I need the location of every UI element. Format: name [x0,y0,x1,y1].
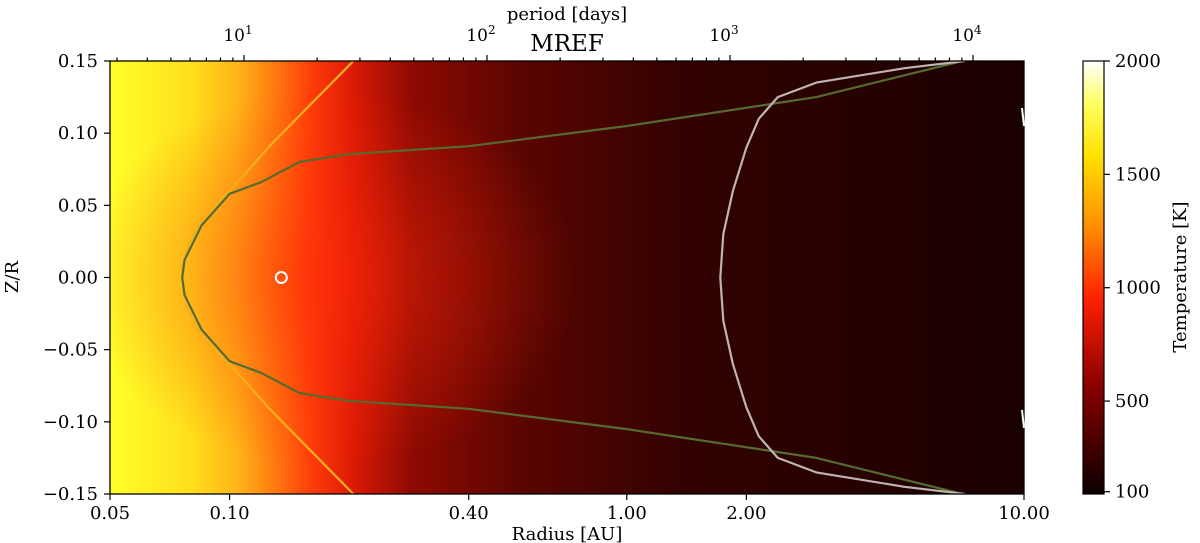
edge-mark [1021,107,1025,127]
y-tick-label: 0.05 [58,195,98,216]
colorbar-tick-label: 1500 [1115,164,1161,185]
top-axis-label: period [days] [507,4,627,25]
y-axis-label: Z/R [2,260,23,293]
warm-region [110,87,580,468]
y-tick-label: 0.00 [58,268,98,289]
x-tick-label: 10.00 [998,503,1050,524]
x-tick-label: 0.40 [449,503,489,524]
x-tick-label: 0.10 [210,503,250,524]
x-axis-ticks: 0.05 0.10 0.40 1.00 2.00 10.00 [90,494,1050,524]
colorbar-tick-label: 1000 [1115,278,1161,299]
y-tick-label: 0.10 [58,123,98,144]
y-tick-label: −0.05 [43,340,98,361]
top-tick-label: 104 [952,23,982,46]
x-tick-label: 0.05 [90,503,130,524]
top-tick-label: 102 [466,23,495,46]
x-axis-label: Radius [AU] [512,524,623,543]
colorbar-label: Temperature [K] [1170,201,1191,352]
y-tick-label: −0.10 [43,412,98,433]
colorbar-tick-label: 500 [1115,391,1149,412]
y-tick-label: 0.15 [58,51,98,72]
top-tick-label: 103 [709,23,738,46]
contour-lines [181,61,966,494]
heatmap-layer [110,61,1024,494]
colorbar-ticks: 2000 1500 1000 500 100 [1104,51,1161,503]
x-tick-label: 1.00 [607,503,647,524]
colorbar-tick-label: 100 [1115,482,1149,503]
top-axis-ticks: 101 102 103 104 [116,23,982,61]
edge-mark [1021,409,1025,429]
contour-grey [719,61,966,494]
y-tick-label: −0.15 [43,484,98,505]
y-axis-ticks: 0.15 0.10 0.05 0.00 −0.05 −0.10 −0.15 [43,51,1025,505]
contour-green [181,61,963,494]
chart-title: MREF [530,31,604,57]
colorbar-tick-label: 2000 [1115,51,1161,72]
marker-circle [274,271,288,284]
x-tick-label: 2.00 [726,503,766,524]
top-tick-label: 101 [223,23,252,46]
colorbar [1082,60,1105,495]
